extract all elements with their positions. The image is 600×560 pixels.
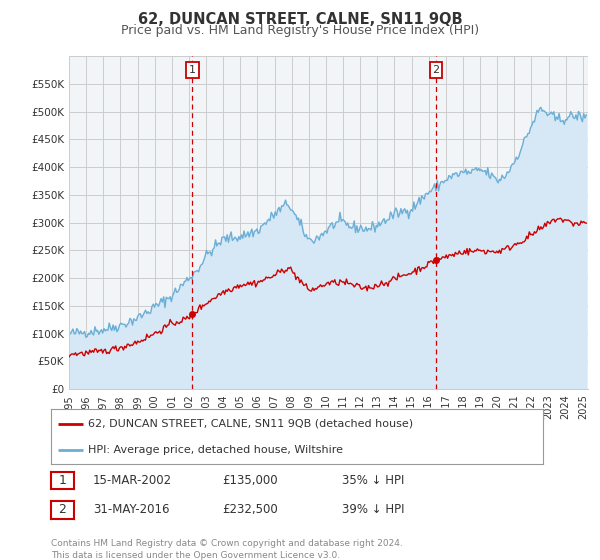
Text: Price paid vs. HM Land Registry's House Price Index (HPI): Price paid vs. HM Land Registry's House … bbox=[121, 24, 479, 37]
Text: 35% ↓ HPI: 35% ↓ HPI bbox=[342, 474, 404, 487]
Text: 2: 2 bbox=[58, 503, 67, 516]
Text: 31-MAY-2016: 31-MAY-2016 bbox=[93, 503, 170, 516]
Text: £135,000: £135,000 bbox=[222, 474, 278, 487]
Text: 39% ↓ HPI: 39% ↓ HPI bbox=[342, 503, 404, 516]
Text: 2: 2 bbox=[433, 65, 439, 75]
Text: Contains HM Land Registry data © Crown copyright and database right 2024.
This d: Contains HM Land Registry data © Crown c… bbox=[51, 539, 403, 560]
Text: 1: 1 bbox=[58, 474, 67, 487]
Text: 1: 1 bbox=[189, 65, 196, 75]
Text: HPI: Average price, detached house, Wiltshire: HPI: Average price, detached house, Wilt… bbox=[88, 445, 343, 455]
Text: £232,500: £232,500 bbox=[222, 503, 278, 516]
Text: 15-MAR-2002: 15-MAR-2002 bbox=[93, 474, 172, 487]
Text: 62, DUNCAN STREET, CALNE, SN11 9QB (detached house): 62, DUNCAN STREET, CALNE, SN11 9QB (deta… bbox=[88, 419, 413, 428]
Text: 62, DUNCAN STREET, CALNE, SN11 9QB: 62, DUNCAN STREET, CALNE, SN11 9QB bbox=[137, 12, 463, 27]
